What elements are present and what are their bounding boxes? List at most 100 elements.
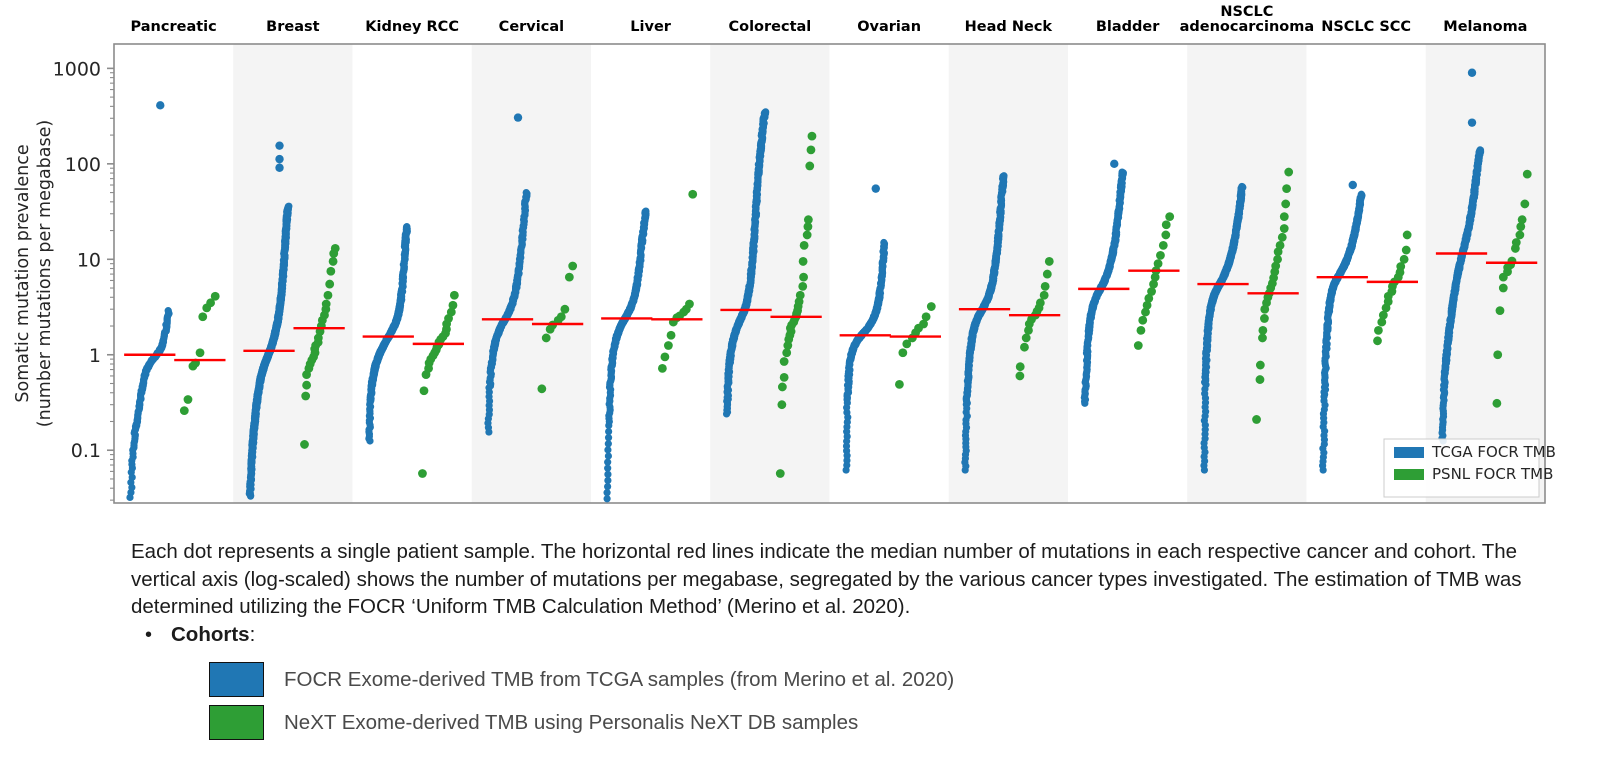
tcga-point xyxy=(762,108,770,116)
psnl-point xyxy=(179,406,189,416)
psnl-point xyxy=(798,257,808,266)
psnl-point xyxy=(419,386,429,396)
psnl-point xyxy=(1040,282,1050,291)
psnl-point xyxy=(1020,342,1029,352)
tcga-point xyxy=(605,427,613,436)
psnl-point xyxy=(777,400,787,410)
psnl-point xyxy=(325,279,335,289)
tcga-point xyxy=(403,223,411,231)
y-axis-title-line: Somatic mutation prevalence xyxy=(13,144,33,402)
y-axis-title-line: (number mutations per megabase) xyxy=(35,120,55,427)
psnl-point xyxy=(803,222,813,232)
psnl-point xyxy=(1158,240,1168,250)
tcga-point xyxy=(642,207,650,215)
psnl-point xyxy=(1165,212,1175,222)
psnl-point xyxy=(1015,371,1025,381)
tcga-outlier-point xyxy=(513,113,523,122)
y-tick-label: 10 xyxy=(77,249,101,271)
panel-title: NSCLC SCC xyxy=(1321,19,1411,35)
psnl-point xyxy=(779,372,789,382)
psnl-point xyxy=(321,299,331,309)
psnl-point xyxy=(1144,293,1154,303)
psnl-point xyxy=(799,240,809,250)
psnl-point xyxy=(898,348,908,358)
psnl-point xyxy=(446,307,456,317)
y-axis-title: Somatic mutation prevalence (number mutat… xyxy=(13,120,55,427)
y-tick-label: 1 xyxy=(89,345,101,367)
psnl-point xyxy=(921,312,931,322)
tcga-point xyxy=(604,464,612,472)
psnl-point xyxy=(210,291,220,301)
psnl-point xyxy=(802,230,812,240)
panel-band xyxy=(710,44,830,503)
psnl-point xyxy=(1156,250,1165,260)
psnl-point xyxy=(449,290,459,300)
psnl-point xyxy=(323,290,333,300)
panel-title: Ovarian xyxy=(857,19,921,35)
panel-title: Liver xyxy=(630,19,671,35)
psnl-point xyxy=(564,272,574,282)
tcga-point xyxy=(604,452,613,460)
y-tick-label: 100 xyxy=(65,154,101,176)
psnl-point xyxy=(685,299,694,309)
tcga-outlier-point xyxy=(871,184,880,193)
psnl-point xyxy=(902,339,912,349)
panel-titles: Pancreatic Breast Kidney RCC Cervical Liver C… xyxy=(131,4,1528,35)
psnl-point xyxy=(1153,259,1163,269)
panel-title: Breast xyxy=(266,19,319,35)
psnl-point xyxy=(782,348,792,358)
psnl-point xyxy=(926,302,936,311)
y-axis-ticks xyxy=(107,67,114,501)
psnl-point xyxy=(448,300,458,310)
panel-title: NSCLC xyxy=(1220,4,1273,20)
psnl-point xyxy=(326,266,336,276)
panel-title: Kidney RCC xyxy=(365,19,459,35)
tcga-outlier-point xyxy=(1110,159,1119,169)
psnl-point xyxy=(418,469,427,478)
psnl-point xyxy=(556,312,566,322)
tcga-outlier-point xyxy=(275,141,284,150)
tcga-point xyxy=(604,458,612,466)
psnl-point xyxy=(1147,287,1156,296)
tcga-point xyxy=(164,307,172,315)
psnl-point xyxy=(666,330,676,340)
psnl-point xyxy=(1015,362,1025,372)
y-tick-label: 1000 xyxy=(53,58,101,80)
psnl-point xyxy=(779,357,789,366)
psnl-point xyxy=(664,341,673,350)
psnl-point xyxy=(807,131,817,141)
y-tick-label: 0.1 xyxy=(71,440,101,462)
tcga-outlier-point xyxy=(275,154,284,164)
tcga-point xyxy=(603,489,611,497)
tcga-point xyxy=(604,434,613,442)
psnl-point xyxy=(328,257,338,266)
tmb-scatter-figure: 1000 100 10 1 0.1 Somatic mutation prevalence… xyxy=(13,4,1556,504)
psnl-point xyxy=(798,282,808,291)
psnl-point xyxy=(1149,279,1158,289)
psnl-point xyxy=(537,384,547,394)
psnl-point xyxy=(1042,269,1052,279)
tcga-point xyxy=(603,495,611,503)
plot-frame xyxy=(113,43,1546,504)
tcga-point xyxy=(604,482,612,491)
panel-title: Head Neck xyxy=(965,19,1053,35)
psnl-point xyxy=(195,348,205,358)
psnl-point xyxy=(302,380,312,390)
psnl-point xyxy=(799,272,808,282)
tcga-point xyxy=(604,446,612,454)
psnl-point xyxy=(560,304,570,314)
psnl-point xyxy=(1024,325,1033,335)
y-tick-labels: 1000 100 10 1 0.1 xyxy=(53,58,101,462)
psnl-point xyxy=(919,319,928,329)
psnl-point xyxy=(803,215,813,225)
chart-canvas: 1000 100 10 1 0.1 Somatic mutation prevalence… xyxy=(13,4,1556,504)
panel-title: Bladder xyxy=(1096,19,1160,35)
tcga-point xyxy=(1118,168,1126,176)
panel-title: adenocarcinoma xyxy=(1180,19,1315,35)
tcga-outlier-point xyxy=(156,101,165,110)
psnl-point xyxy=(330,244,340,253)
psnl-point xyxy=(198,312,208,322)
panel-band xyxy=(1068,44,1188,503)
psnl-point xyxy=(777,382,787,392)
psnl-point xyxy=(1161,230,1171,240)
